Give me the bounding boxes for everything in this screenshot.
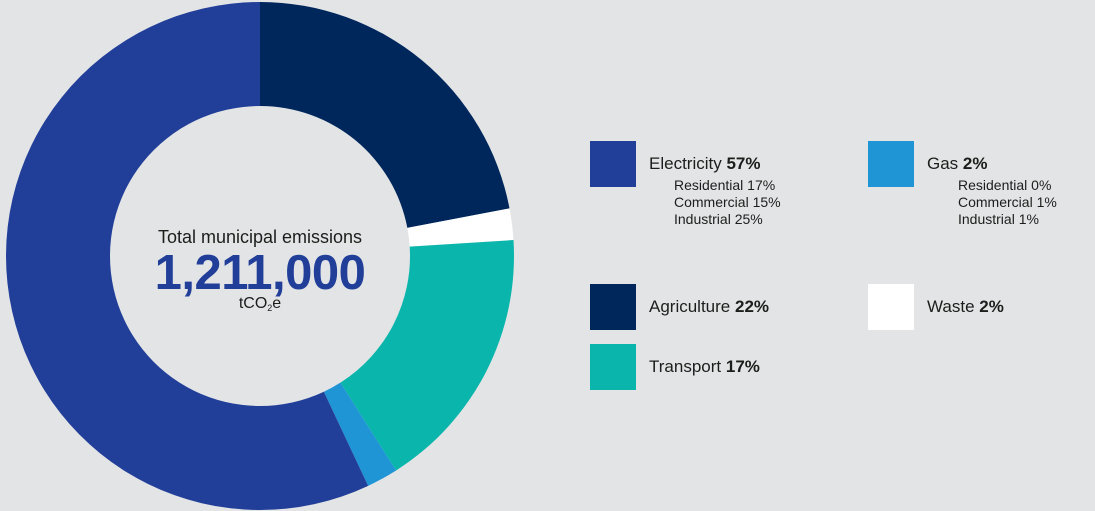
center-title: Total municipal emissions: [157, 227, 363, 247]
gas-breakdown: Residential 0% Commercial 1% Industrial …: [958, 177, 1057, 228]
legend-label: Electricity: [649, 154, 722, 173]
emissions-unit: tCO2e: [238, 295, 282, 313]
donut-chart: [6, 2, 514, 510]
center-label: Total municipal emissions 1,211,000 tCO2…: [122, 226, 398, 317]
gas-swatch: [868, 141, 914, 187]
slice-transport: [340, 240, 514, 471]
slice-electricity: [6, 2, 369, 510]
electricity-breakdown: Residential 17% Commercial 15% Industria…: [674, 177, 781, 228]
breakdown-item: Residential 17%: [674, 177, 776, 193]
transport-swatch: [590, 344, 636, 390]
legend-label: Transport: [649, 357, 722, 376]
legend-percent: 22%: [735, 297, 770, 316]
legend-label: Gas: [927, 154, 959, 173]
legend-percent: 2%: [962, 154, 988, 173]
legend-label: Waste: [927, 297, 975, 316]
slice-waste: [407, 208, 514, 247]
total-emissions-value: 1,211,000: [154, 246, 366, 300]
legend-percent: 2%: [979, 297, 1004, 316]
legend-percent: 57%: [726, 154, 761, 173]
electricity-swatch: [590, 141, 636, 187]
agriculture-swatch: [590, 284, 636, 330]
slice-agriculture: [260, 2, 510, 228]
legend-percent: 17%: [725, 357, 760, 376]
breakdown-item: Residential 0%: [958, 177, 1052, 193]
breakdown-item: Industrial 25%: [674, 211, 763, 227]
breakdown-item: Industrial 1%: [958, 211, 1039, 227]
breakdown-item: Commercial 15%: [674, 194, 781, 210]
breakdown-item: Commercial 1%: [958, 194, 1057, 210]
legend-label: Agriculture: [649, 297, 731, 316]
slice-gas: [323, 382, 397, 486]
waste-swatch: [868, 284, 914, 330]
